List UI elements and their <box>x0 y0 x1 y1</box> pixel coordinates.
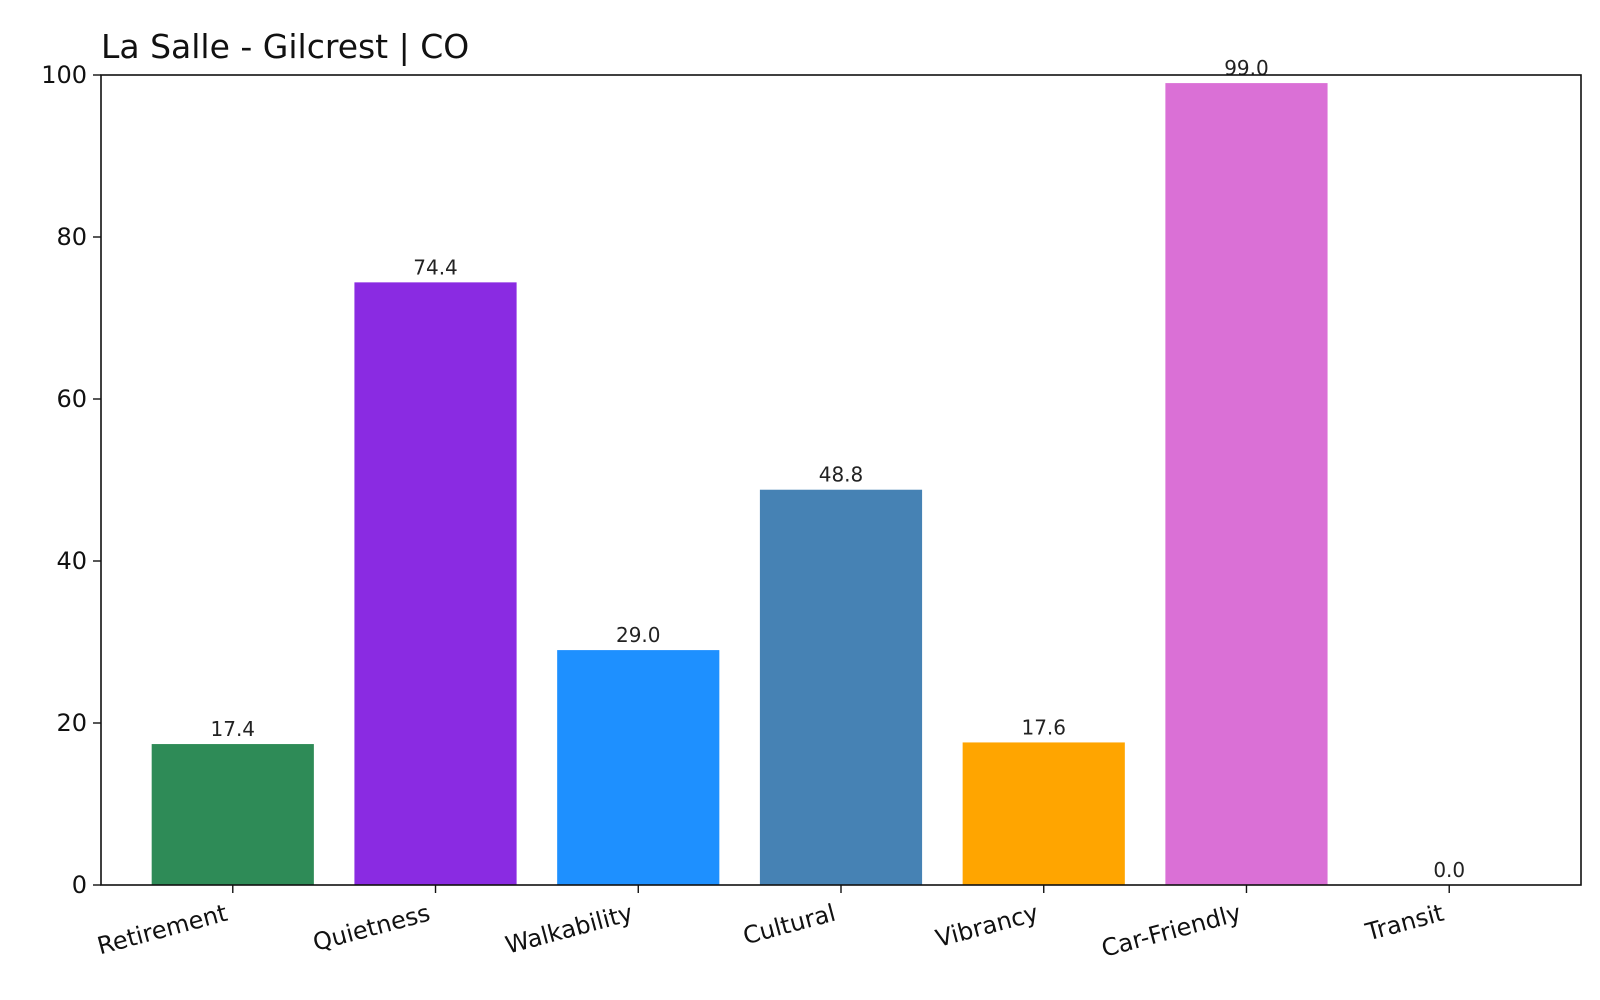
value-label: 29.0 <box>616 623 661 647</box>
x-tick-label: Vibrancy <box>933 899 1042 953</box>
bar-retirement <box>151 744 314 885</box>
bar-walkability <box>557 650 720 885</box>
value-label: 17.6 <box>1021 715 1066 739</box>
chart-title: La Salle - Gilcrest | CO <box>101 27 469 66</box>
y-tick-label: 40 <box>56 547 87 575</box>
bar-quietness <box>354 282 517 885</box>
value-label: 0.0 <box>1433 858 1465 882</box>
x-tick-label: Retirement <box>94 899 230 961</box>
bars-layer <box>151 83 1328 886</box>
bar-car-friendly <box>1165 83 1328 886</box>
y-tick-label: 60 <box>56 385 87 413</box>
value-label: 99.0 <box>1224 56 1269 80</box>
y-tick-label: 80 <box>56 223 87 251</box>
value-label: 17.4 <box>211 717 256 741</box>
x-tick-label: Walkability <box>502 899 635 960</box>
plot-frame <box>100 74 1582 886</box>
y-axis-ticks: 0 20 40 60 80 100 <box>41 61 101 899</box>
bar-cultural <box>759 489 923 885</box>
value-labels-layer: 17.4 74.4 29.0 48.8 17.6 99.0 0.0 <box>211 56 1466 882</box>
x-tick-label: Car-Friendly <box>1099 899 1245 963</box>
bar-vibrancy <box>962 742 1125 885</box>
x-tick-label: Transit <box>1362 899 1447 947</box>
y-tick-label: 0 <box>72 871 87 899</box>
value-label: 48.8 <box>819 463 864 487</box>
x-tick-label: Cultural <box>740 899 839 951</box>
y-tick-label: 100 <box>41 61 87 89</box>
x-axis-ticks: Retirement Quietness Walkability Cultural Vi… <box>94 885 1450 963</box>
value-label: 74.4 <box>413 255 458 279</box>
x-tick-label: Quietness <box>310 899 433 957</box>
y-tick-label: 20 <box>56 709 87 737</box>
